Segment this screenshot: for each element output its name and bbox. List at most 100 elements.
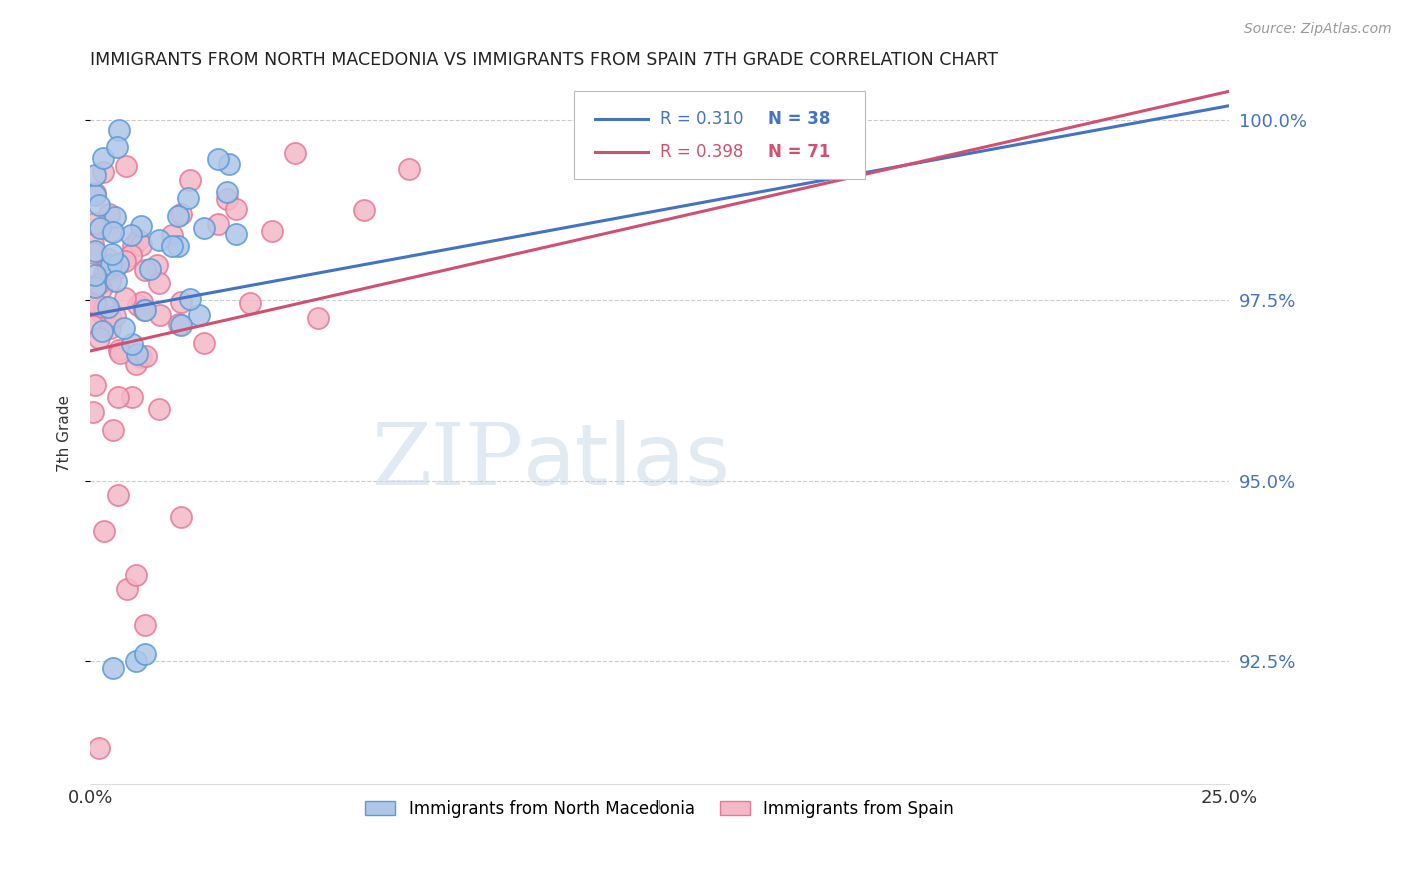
Point [90, 307, 112, 321]
Point [188, 308, 211, 322]
Point [97, 300, 120, 314]
Point [120, 228, 142, 243]
Point [134, 263, 156, 277]
Point [114, 291, 136, 305]
Point [87, 331, 110, 345]
Point [84, 296, 107, 310]
Point [91, 165, 114, 179]
Point [98, 207, 121, 221]
Point [193, 220, 215, 235]
Point [101, 661, 124, 675]
Point [120, 248, 142, 262]
Point [284, 146, 307, 161]
Point [82, 318, 104, 333]
Point [84, 186, 107, 200]
Point [93, 300, 115, 314]
Point [104, 210, 127, 224]
Point [97, 262, 120, 277]
Point [101, 423, 124, 437]
Point [177, 191, 200, 205]
Point [112, 321, 135, 335]
Point [398, 162, 420, 177]
Point [90, 324, 112, 338]
Point [89, 740, 111, 755]
Point [121, 390, 143, 404]
Point [114, 254, 136, 268]
Point [115, 582, 138, 596]
Point [115, 159, 138, 173]
Point [307, 311, 329, 326]
Point [100, 224, 122, 238]
Text: N = 38: N = 38 [768, 110, 830, 128]
Point [179, 292, 201, 306]
Point [121, 337, 143, 351]
Point [135, 349, 157, 363]
Point [239, 295, 262, 310]
Point [104, 309, 127, 323]
Point [125, 567, 148, 582]
Point [134, 303, 156, 318]
Point [104, 275, 127, 289]
Point [93, 266, 115, 280]
Point [105, 140, 128, 154]
Point [166, 239, 188, 253]
Point [134, 618, 156, 632]
Point [145, 258, 167, 272]
Point [127, 233, 149, 247]
Point [93, 524, 115, 539]
Point [262, 224, 284, 238]
Point [148, 234, 170, 248]
Point [207, 153, 229, 167]
Point [108, 346, 131, 360]
Point [125, 357, 148, 371]
Point [83, 296, 105, 310]
Y-axis label: 7th Grade: 7th Grade [58, 395, 72, 473]
Point [218, 157, 240, 171]
Point [148, 276, 170, 290]
Point [129, 350, 152, 364]
Point [170, 295, 193, 310]
Text: Source: ZipAtlas.com: Source: ZipAtlas.com [1244, 22, 1392, 37]
FancyBboxPatch shape [574, 91, 865, 178]
Point [353, 203, 375, 218]
Point [84, 268, 107, 283]
Point [215, 186, 238, 200]
Point [98, 321, 121, 335]
Point [149, 308, 172, 322]
Point [103, 262, 125, 277]
Text: R = 0.398: R = 0.398 [659, 143, 742, 161]
Point [98, 274, 121, 288]
Point [169, 317, 191, 331]
Point [96, 256, 118, 270]
Point [207, 217, 229, 231]
Point [225, 202, 247, 216]
Text: IMMIGRANTS FROM NORTH MACEDONIA VS IMMIGRANTS FROM SPAIN 7TH GRADE CORRELATION C: IMMIGRANTS FROM NORTH MACEDONIA VS IMMIG… [90, 51, 998, 69]
Point [90, 282, 112, 296]
Text: R = 0.310: R = 0.310 [659, 110, 744, 128]
Point [87, 277, 110, 291]
Point [101, 247, 124, 261]
Point [160, 239, 183, 253]
Point [83, 378, 105, 392]
Point [131, 294, 153, 309]
Point [132, 302, 155, 317]
Text: atlas: atlas [523, 420, 731, 503]
Point [138, 262, 160, 277]
Text: N = 71: N = 71 [768, 143, 830, 161]
Point [127, 298, 149, 312]
Point [166, 209, 188, 223]
Point [83, 187, 105, 202]
Point [83, 168, 105, 182]
Point [108, 343, 131, 358]
Point [82, 246, 104, 260]
Point [125, 654, 148, 668]
Point [107, 488, 129, 502]
Point [82, 237, 104, 252]
Point [179, 173, 201, 187]
Point [103, 225, 125, 239]
Point [83, 280, 105, 294]
Point [170, 207, 193, 221]
Point [134, 647, 156, 661]
Point [225, 227, 247, 241]
Point [100, 259, 122, 273]
